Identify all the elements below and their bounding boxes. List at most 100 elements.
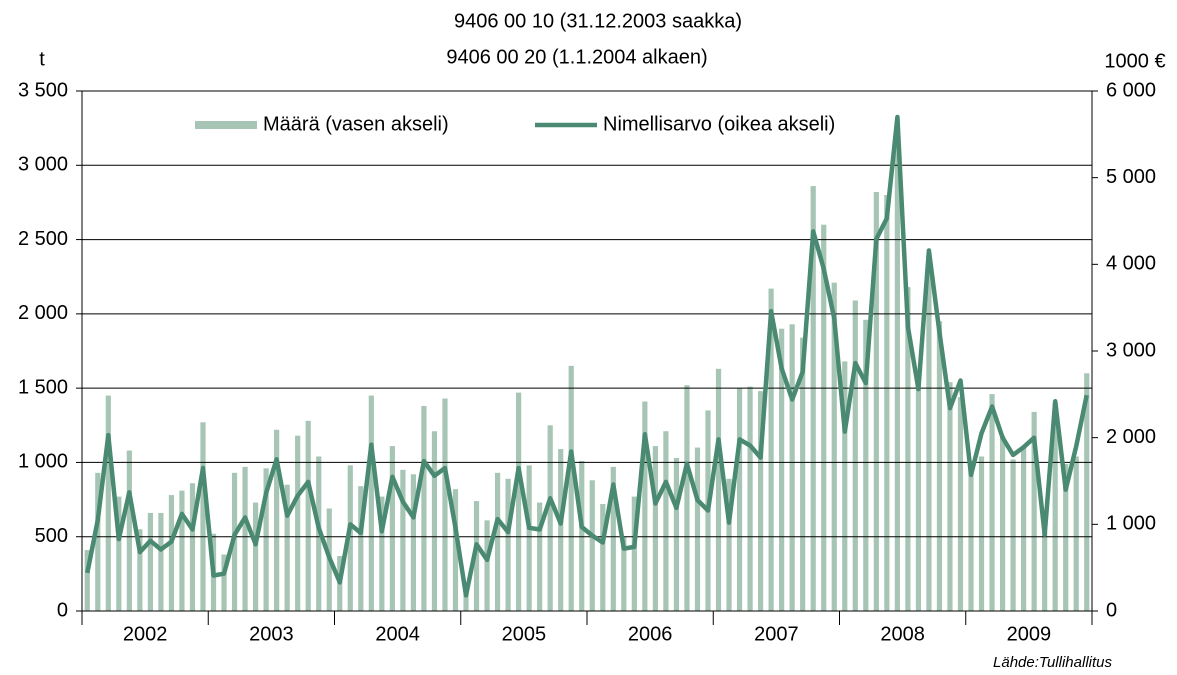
bar	[242, 466, 248, 611]
bar	[221, 554, 227, 611]
bar	[126, 450, 132, 611]
x-tick-label: 2008	[880, 623, 925, 645]
bar	[1010, 459, 1016, 611]
bar	[368, 395, 374, 611]
x-tick-label: 2007	[754, 623, 799, 645]
y2-tick-label: 3 000	[1106, 339, 1156, 361]
bar	[621, 536, 627, 611]
y-tick-label: 1 500	[18, 376, 68, 398]
y-tick-label: 3 500	[18, 79, 68, 101]
bar	[147, 512, 153, 611]
x-tick-label: 2003	[249, 623, 294, 645]
bar	[537, 502, 543, 611]
bar	[358, 486, 364, 611]
bar	[168, 495, 175, 611]
bar	[631, 496, 637, 611]
bar	[852, 300, 858, 611]
y-tick-label: 1 000	[18, 451, 68, 473]
legend-label: Nimellisarvo (oikea akseli)	[603, 113, 835, 135]
bar	[831, 282, 837, 611]
bar	[484, 520, 490, 611]
bar	[884, 195, 890, 611]
bar	[516, 392, 522, 611]
bar	[947, 382, 953, 611]
bar	[1052, 403, 1058, 611]
y2-unit: 1000 €	[1104, 50, 1165, 72]
chart-title: 9406 00 10 (31.12.2003 saakka)	[454, 10, 742, 32]
y2-tick-label: 1 000	[1106, 513, 1156, 535]
bar	[589, 480, 595, 611]
bar	[284, 484, 290, 611]
bar	[726, 478, 732, 611]
bar	[936, 321, 943, 611]
bar	[1031, 411, 1037, 611]
bar	[137, 529, 143, 611]
bar	[274, 429, 280, 611]
bar	[442, 398, 448, 611]
y-unit: t	[39, 48, 45, 70]
bar	[252, 502, 259, 611]
line	[85, 114, 1089, 598]
bar	[810, 186, 816, 612]
x-tick-label: 2006	[628, 623, 673, 645]
bar	[673, 457, 680, 611]
bar	[1084, 373, 1090, 611]
bar	[663, 431, 669, 611]
bar	[768, 288, 774, 611]
x-tick-label: 2005	[502, 623, 547, 645]
bar	[957, 397, 964, 611]
y2-tick-label: 5 000	[1106, 166, 1156, 188]
bar	[894, 120, 900, 611]
bar	[305, 420, 311, 611]
bar	[452, 489, 459, 611]
bar	[95, 472, 101, 611]
y-tick-label: 2 500	[18, 228, 68, 250]
bar	[1042, 532, 1048, 611]
bar	[84, 550, 90, 611]
bar	[263, 468, 269, 611]
bar	[494, 472, 501, 611]
bar	[779, 328, 785, 611]
bar	[558, 449, 564, 611]
bar	[789, 324, 795, 611]
bar	[431, 431, 438, 611]
y2-tick-label: 0	[1106, 599, 1117, 621]
bar	[1063, 463, 1069, 611]
bar	[347, 465, 353, 611]
bar	[747, 386, 753, 611]
bar	[295, 435, 301, 611]
bar	[505, 478, 511, 611]
bar	[905, 287, 911, 611]
bar	[526, 465, 532, 611]
bar	[873, 192, 879, 611]
bar	[999, 435, 1006, 611]
bar	[652, 446, 658, 611]
bar	[116, 496, 122, 611]
bar	[926, 254, 932, 611]
bar	[579, 460, 585, 611]
legend-label: Määrä (vasen akseli)	[263, 113, 449, 135]
bar	[105, 395, 111, 611]
bar	[610, 466, 616, 611]
bar	[684, 385, 690, 611]
bar	[715, 368, 722, 611]
legend-swatch	[195, 121, 257, 129]
bar	[800, 337, 806, 611]
bar	[978, 456, 985, 611]
bar	[736, 388, 743, 611]
bar	[842, 361, 848, 611]
bar	[989, 394, 995, 611]
bar	[968, 460, 974, 611]
bar	[379, 496, 385, 611]
bar	[915, 382, 922, 611]
bar	[642, 401, 648, 611]
bar	[158, 512, 164, 611]
bar	[1073, 456, 1079, 611]
bar	[473, 501, 480, 611]
bar	[463, 585, 469, 611]
bar	[179, 490, 185, 611]
y-tick-label: 3 000	[18, 154, 68, 176]
bar	[547, 425, 553, 611]
bar	[410, 474, 417, 611]
